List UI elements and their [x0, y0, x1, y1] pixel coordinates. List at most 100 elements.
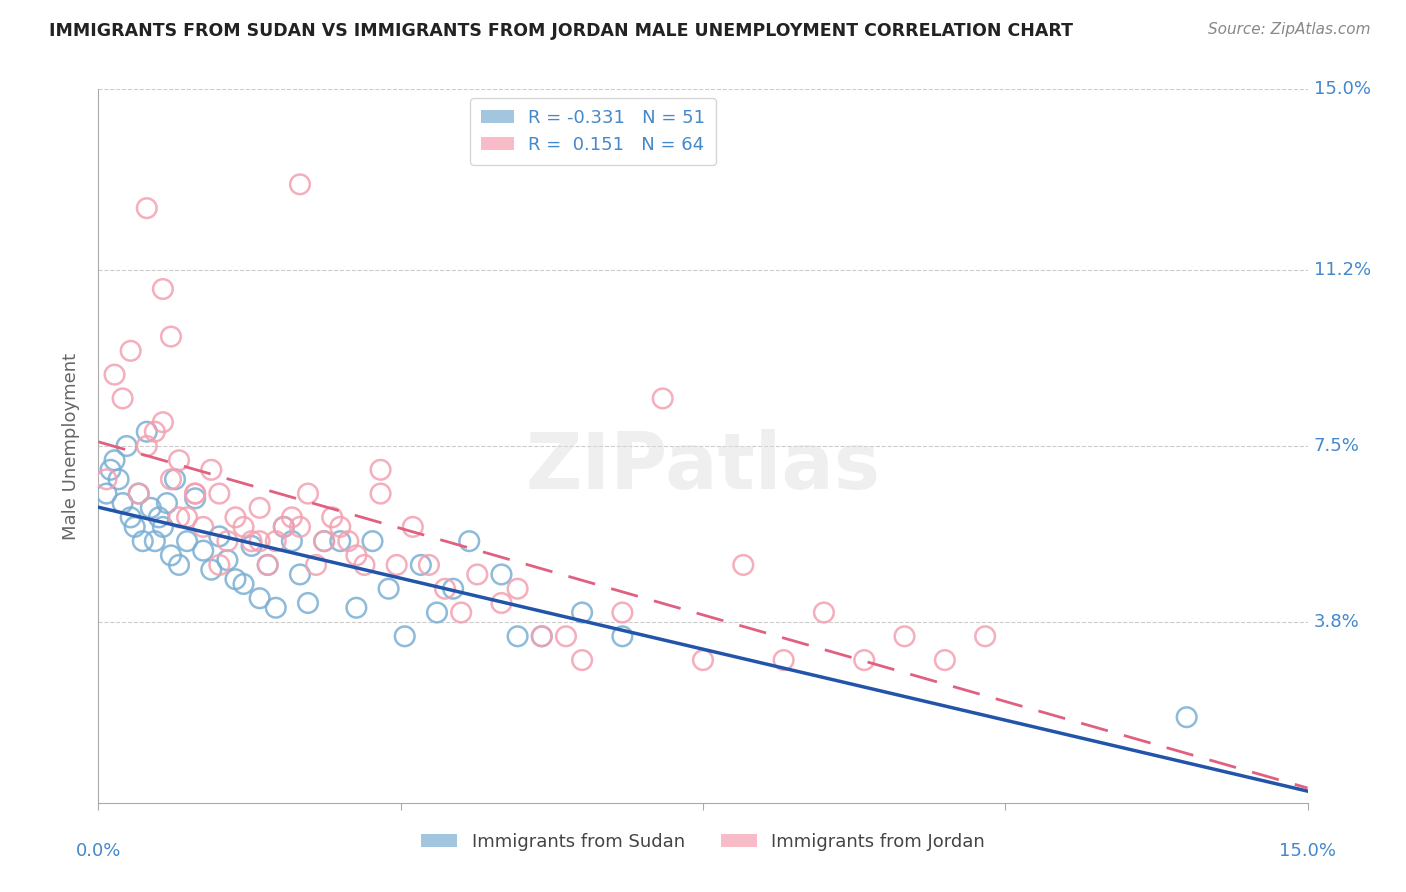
Point — [288, 567, 311, 582]
Point — [249, 534, 271, 549]
Point — [370, 486, 392, 500]
Point — [167, 510, 190, 524]
Point — [152, 520, 174, 534]
Point — [571, 606, 593, 620]
Point — [135, 439, 157, 453]
Point — [893, 629, 915, 643]
Point — [344, 549, 367, 563]
Point — [1175, 710, 1198, 724]
Point — [240, 534, 263, 549]
Point — [329, 520, 352, 534]
Point — [96, 486, 118, 500]
Point — [370, 463, 392, 477]
Point — [288, 520, 311, 534]
Point — [100, 463, 122, 477]
Point — [426, 606, 449, 620]
Point — [450, 606, 472, 620]
Point — [128, 486, 150, 500]
Point — [458, 534, 481, 549]
Text: ZIPatlas: ZIPatlas — [526, 429, 880, 506]
Point — [115, 439, 138, 453]
Point — [163, 472, 186, 486]
Y-axis label: Male Unemployment: Male Unemployment — [62, 352, 80, 540]
Point — [772, 653, 794, 667]
Text: 0.0%: 0.0% — [76, 842, 121, 860]
Point — [264, 534, 287, 549]
Point — [465, 567, 488, 582]
Point — [217, 553, 239, 567]
Point — [256, 558, 278, 572]
Point — [273, 520, 295, 534]
Point — [555, 629, 578, 643]
Point — [128, 486, 150, 500]
Point — [329, 534, 352, 549]
Point — [409, 558, 432, 572]
Point — [139, 500, 162, 515]
Point — [107, 472, 129, 486]
Point — [200, 563, 222, 577]
Point — [418, 558, 440, 572]
Point — [530, 629, 553, 643]
Point — [249, 500, 271, 515]
Point — [385, 558, 408, 572]
Point — [337, 534, 360, 549]
Point — [441, 582, 464, 596]
Point — [160, 329, 183, 343]
Point — [612, 606, 634, 620]
Point — [184, 486, 207, 500]
Point — [377, 582, 399, 596]
Point — [240, 539, 263, 553]
Point — [160, 472, 183, 486]
Text: 7.5%: 7.5% — [1313, 437, 1360, 455]
Point — [733, 558, 755, 572]
Text: IMMIGRANTS FROM SUDAN VS IMMIGRANTS FROM JORDAN MALE UNEMPLOYMENT CORRELATION CH: IMMIGRANTS FROM SUDAN VS IMMIGRANTS FROM… — [49, 22, 1073, 40]
Point — [176, 510, 198, 524]
Point — [530, 629, 553, 643]
Point — [491, 567, 513, 582]
Point — [120, 510, 142, 524]
Point — [148, 510, 170, 524]
Point — [200, 463, 222, 477]
Point — [184, 486, 207, 500]
Point — [256, 558, 278, 572]
Point — [160, 549, 183, 563]
Point — [361, 534, 384, 549]
Point — [217, 534, 239, 549]
Point — [103, 453, 125, 467]
Point — [152, 415, 174, 429]
Point — [143, 534, 166, 549]
Point — [111, 392, 134, 406]
Text: 3.8%: 3.8% — [1313, 613, 1360, 631]
Text: 15.0%: 15.0% — [1313, 80, 1371, 98]
Point — [193, 543, 215, 558]
Point — [132, 534, 155, 549]
Point — [353, 558, 375, 572]
Point — [208, 529, 231, 543]
Point — [297, 486, 319, 500]
Point — [612, 629, 634, 643]
Point — [571, 653, 593, 667]
Point — [96, 472, 118, 486]
Point — [281, 534, 304, 549]
Point — [184, 491, 207, 506]
Point — [281, 510, 304, 524]
Point — [692, 653, 714, 667]
Point — [321, 510, 343, 524]
Point — [402, 520, 425, 534]
Point — [232, 577, 254, 591]
Point — [974, 629, 997, 643]
Point — [208, 486, 231, 500]
Point — [297, 596, 319, 610]
Point — [193, 520, 215, 534]
Point — [143, 425, 166, 439]
Point — [124, 520, 146, 534]
Point — [111, 496, 134, 510]
Point — [506, 629, 529, 643]
Point — [103, 368, 125, 382]
Point — [232, 520, 254, 534]
Point — [934, 653, 956, 667]
Text: Source: ZipAtlas.com: Source: ZipAtlas.com — [1208, 22, 1371, 37]
Point — [264, 600, 287, 615]
Point — [208, 558, 231, 572]
Point — [305, 558, 328, 572]
